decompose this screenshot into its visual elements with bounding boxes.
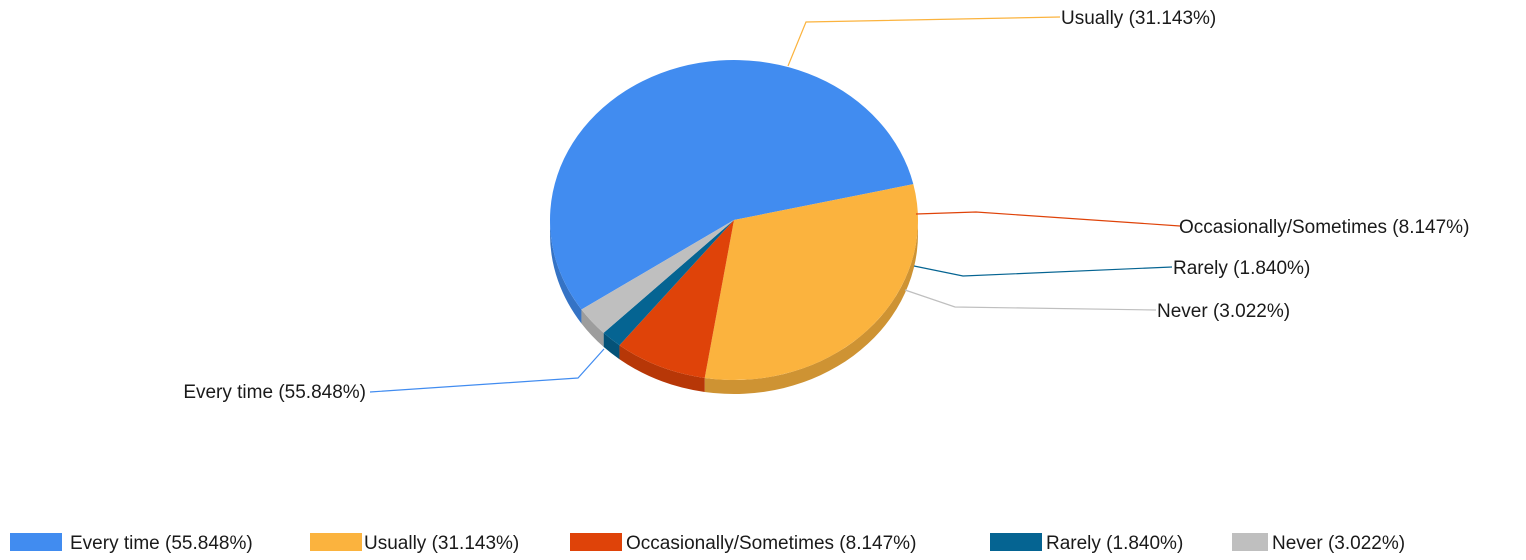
callout-line-2 bbox=[915, 211, 1181, 227]
pie-slice-side-2 bbox=[619, 345, 705, 392]
callout-line-3 bbox=[913, 265, 1173, 277]
callout-line-0 bbox=[369, 348, 605, 393]
legend-swatch-4 bbox=[1232, 533, 1268, 551]
legend-label-2: Occasionally/Sometimes (8.147%) bbox=[626, 533, 916, 554]
pie-slice-side-0 bbox=[550, 220, 582, 324]
pie-slices bbox=[549, 59, 918, 380]
callout-label-2: Occasionally/Sometimes (8.147%) bbox=[1179, 217, 1469, 238]
pie-slice-4 bbox=[581, 220, 734, 333]
legend-label-4: Never (3.022%) bbox=[1272, 533, 1405, 554]
pie-depth-layer bbox=[550, 220, 918, 394]
pie-slice-1 bbox=[704, 184, 918, 380]
pie-slice-0 bbox=[549, 59, 914, 310]
callout-label-4: Never (3.022%) bbox=[1157, 301, 1290, 322]
legend-label-3: Rarely (1.840%) bbox=[1046, 533, 1183, 554]
pie-slice-side-4 bbox=[581, 309, 604, 347]
callout-label-0: Every time (55.848%) bbox=[183, 382, 366, 403]
legend-swatch-2 bbox=[570, 533, 622, 551]
callout-label-1: Usually (31.143%) bbox=[1061, 8, 1216, 29]
pie-slice-3 bbox=[603, 220, 734, 346]
callout-label-3: Rarely (1.840%) bbox=[1173, 258, 1310, 279]
legend-label-0: Every time (55.848%) bbox=[70, 533, 253, 554]
legend-label-1: Usually (31.143%) bbox=[364, 533, 519, 554]
legend-swatch-0 bbox=[10, 533, 62, 551]
pie-slice-2 bbox=[619, 220, 734, 378]
callout-line-1 bbox=[787, 16, 1061, 67]
legend-swatch-3 bbox=[990, 533, 1042, 551]
chart-legend: Every time (55.848%) Usually (31.143%) Occ… bbox=[10, 533, 1405, 554]
pie-callouts: Every time (55.848%) Usually (31.143%) Occ… bbox=[183, 8, 1469, 403]
callout-line-4 bbox=[904, 289, 1157, 311]
legend-swatch-1 bbox=[310, 533, 362, 551]
pie-slice-side-3 bbox=[603, 332, 620, 360]
